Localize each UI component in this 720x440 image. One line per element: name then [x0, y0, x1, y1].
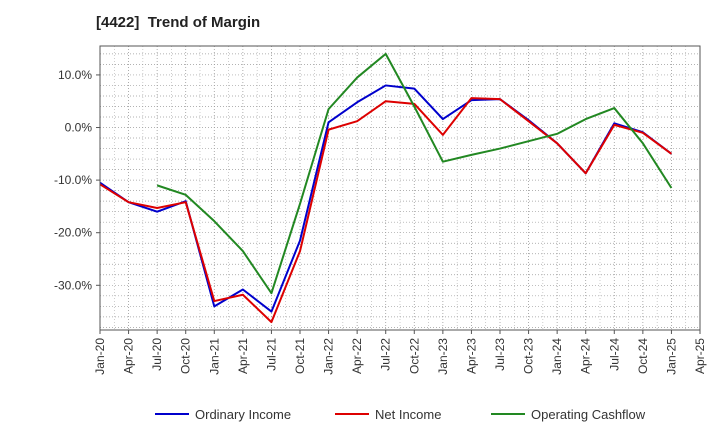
x-tick-label: Jan-20: [93, 338, 107, 375]
chart-title: [4422] Trend of Margin: [96, 14, 261, 31]
operating-cashflow-legend-label: Operating Cashflow: [531, 407, 646, 422]
x-tick-label: Jan-24: [550, 338, 564, 375]
x-tick-label: Jan-23: [436, 338, 450, 375]
legend: Ordinary Income Net Income Operating Cashf…: [155, 407, 646, 422]
x-tick-label: Oct-24: [636, 338, 650, 374]
x-tick-label: Jan-25: [664, 338, 678, 375]
x-tick-label: Apr-21: [236, 338, 250, 374]
x-tick-label: Apr-25: [693, 338, 707, 374]
series-lines: [99, 52, 673, 324]
x-tick-label: Apr-22: [350, 338, 364, 374]
operating-cashflow-line: [156, 52, 673, 295]
x-tick-label: Oct-22: [407, 338, 421, 374]
x-tick-label: Jul-24: [607, 338, 621, 371]
y-tick-label: -30.0%: [54, 278, 92, 292]
x-tick-label: Oct-20: [179, 338, 193, 374]
y-tick-label: -20.0%: [54, 226, 92, 240]
x-tick-label: Jul-22: [379, 338, 393, 371]
x-axis-ticks: Jan-20 Apr-20 Jul-20 Oct-20 Jan-21 Apr-21 Jul-…: [93, 330, 707, 375]
x-tick-label: Oct-23: [522, 338, 536, 374]
x-tick-label: Jan-22: [322, 338, 336, 375]
x-tick-label: Jul-20: [150, 338, 164, 371]
x-tick-label: Apr-23: [464, 338, 478, 374]
y-tick-label: 0.0%: [65, 121, 93, 135]
net-income-line: [99, 97, 673, 324]
x-tick-label: Jul-23: [493, 338, 507, 371]
y-tick-label: -10.0%: [54, 173, 92, 187]
ordinary-income-legend-label: Ordinary Income: [195, 407, 291, 422]
x-tick-label: Jul-21: [264, 338, 278, 371]
plot-frame: [99, 45, 701, 331]
x-tick-label: Jan-21: [207, 338, 221, 375]
net-income-legend-label: Net Income: [375, 407, 441, 422]
x-tick-label: Apr-24: [579, 338, 593, 374]
x-tick-label: Oct-21: [293, 338, 307, 374]
x-tick-label: Apr-20: [122, 338, 136, 374]
y-axis-ticks: 10.0% 0.0% -10.0% -20.0% -30.0%: [54, 68, 100, 292]
y-tick-label: 10.0%: [58, 68, 92, 82]
grid-lines: [100, 46, 700, 330]
